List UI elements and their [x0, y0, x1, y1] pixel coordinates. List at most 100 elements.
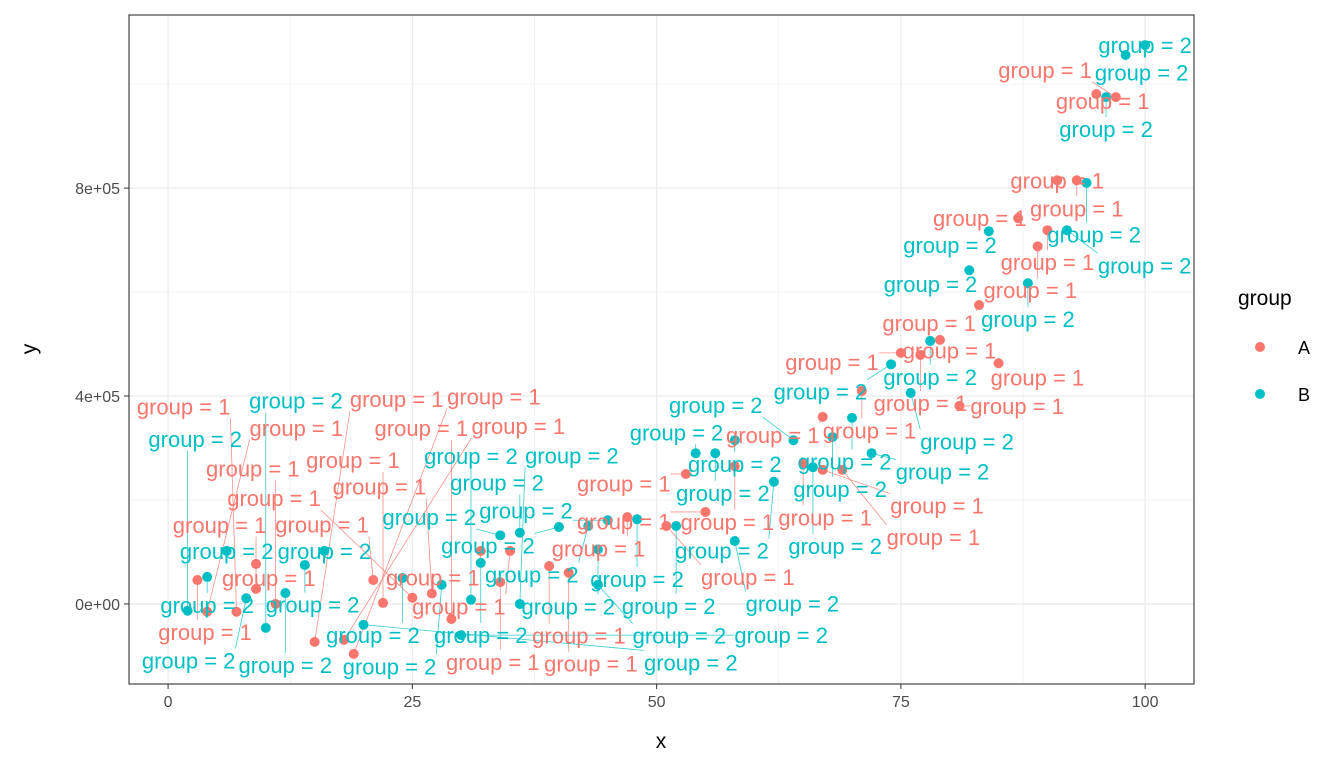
data-point-b: [964, 265, 975, 276]
label-leader-line: [910, 392, 921, 430]
data-point-a: [338, 634, 349, 645]
legend-key-a: [1255, 342, 1265, 352]
data-point-b: [358, 619, 369, 630]
point-label-a: group = 1: [577, 509, 671, 534]
data-point-a: [817, 411, 828, 422]
data-point-a: [1013, 213, 1024, 224]
label-leader-line: [822, 469, 891, 495]
data-point-b: [456, 630, 467, 641]
point-label-b: group = 2: [1047, 223, 1141, 248]
point-label-a: group = 1: [998, 58, 1092, 83]
point-label-a: group = 1: [1030, 196, 1124, 221]
data-point-b: [1120, 50, 1131, 61]
data-point-a: [231, 606, 242, 617]
point-label-a: group = 1: [1056, 89, 1150, 114]
point-label-b: group = 2: [383, 505, 477, 530]
point-label-b: group = 2: [793, 477, 887, 502]
legend-label-a: A: [1298, 338, 1310, 358]
point-label-a: group = 1: [577, 472, 671, 497]
label-leader-line: [505, 550, 511, 595]
data-point-a: [915, 349, 926, 360]
data-point-b: [905, 387, 916, 398]
data-point-a: [729, 461, 740, 472]
point-label-b: group = 2: [142, 649, 236, 674]
x-tick-label: 100: [1132, 694, 1159, 711]
data-point-a: [251, 558, 262, 569]
point-label-b: group = 2: [326, 623, 420, 648]
x-tick-label: 25: [403, 694, 421, 711]
data-point-b: [475, 557, 486, 568]
data-point-a: [407, 592, 418, 603]
data-point-b: [847, 412, 858, 423]
x-axis-title: x: [656, 730, 667, 753]
point-label-b: group = 2: [525, 443, 619, 468]
label-leader-line: [235, 598, 247, 649]
data-point-b: [827, 432, 838, 443]
point-label-b: group = 2: [774, 380, 868, 405]
data-point-b: [632, 514, 643, 525]
point-label-a: group = 1: [222, 566, 316, 591]
point-label-a: group = 1: [447, 384, 541, 409]
point-label-b: group = 2: [180, 539, 274, 564]
data-point-b: [592, 579, 603, 590]
data-point-b: [710, 448, 721, 459]
label-leader-line: [1066, 229, 1099, 254]
data-point-a: [270, 598, 281, 609]
point-label-b: group = 2: [148, 427, 242, 452]
point-label-b: group = 2: [249, 389, 343, 414]
y-axis-title: y: [18, 343, 41, 354]
data-point-b: [397, 572, 408, 583]
point-label-b: group = 2: [450, 471, 544, 496]
data-point-a: [309, 636, 320, 647]
data-point-b: [983, 226, 994, 237]
point-label-a: group = 1: [701, 565, 795, 590]
data-point-a: [368, 575, 379, 586]
data-point-b: [1061, 225, 1072, 236]
data-point-a: [495, 577, 506, 588]
data-point-a: [856, 385, 867, 396]
data-point-a: [475, 545, 486, 556]
point-label-a: group = 1: [250, 416, 344, 441]
point-label-b: group = 2: [644, 650, 738, 675]
point-label-a: group = 1: [173, 513, 267, 538]
data-point-a: [700, 506, 711, 517]
data-point-b: [729, 536, 740, 547]
data-point-a: [895, 347, 906, 358]
label-leader-line: [578, 525, 589, 563]
data-point-a: [1071, 175, 1082, 186]
data-point-b: [280, 588, 291, 599]
data-point-b: [299, 559, 310, 570]
point-label-b: group = 2: [424, 444, 518, 469]
data-point-b: [514, 527, 525, 538]
data-point-b: [436, 579, 447, 590]
point-label-b: group = 2: [266, 593, 360, 618]
point-label-a: group = 1: [275, 513, 369, 538]
point-label-a: group = 1: [890, 494, 984, 519]
x-tick-label: 0: [164, 694, 173, 711]
data-point-a: [563, 567, 574, 578]
data-point-a: [348, 648, 359, 659]
data-point-b: [182, 605, 193, 616]
data-point-a: [661, 520, 672, 531]
point-label-a: group = 1: [333, 474, 427, 499]
axes: 0 25 50 75 100 0e+00 4e+05 8e+05: [75, 181, 1159, 711]
legend-title: group: [1238, 287, 1292, 310]
data-point-a: [954, 400, 965, 411]
point-label-a: group = 1: [726, 423, 820, 448]
data-points: [182, 40, 1151, 659]
data-point-b: [495, 530, 506, 541]
point-label-b: group = 2: [1098, 33, 1192, 58]
data-point-b: [768, 476, 779, 487]
data-point-a: [798, 458, 809, 469]
point-label-a: group = 1: [306, 448, 400, 473]
label-leader-line: [841, 469, 887, 526]
point-label-b: group = 2: [434, 623, 528, 648]
point-label-b: group = 2: [884, 272, 978, 297]
point-label-b: group = 2: [479, 499, 573, 524]
point-label-b: group = 2: [746, 591, 840, 616]
point-label-a: group = 1: [1001, 250, 1095, 275]
point-label-b: group = 2: [485, 563, 579, 588]
label-leader-line: [762, 416, 794, 441]
